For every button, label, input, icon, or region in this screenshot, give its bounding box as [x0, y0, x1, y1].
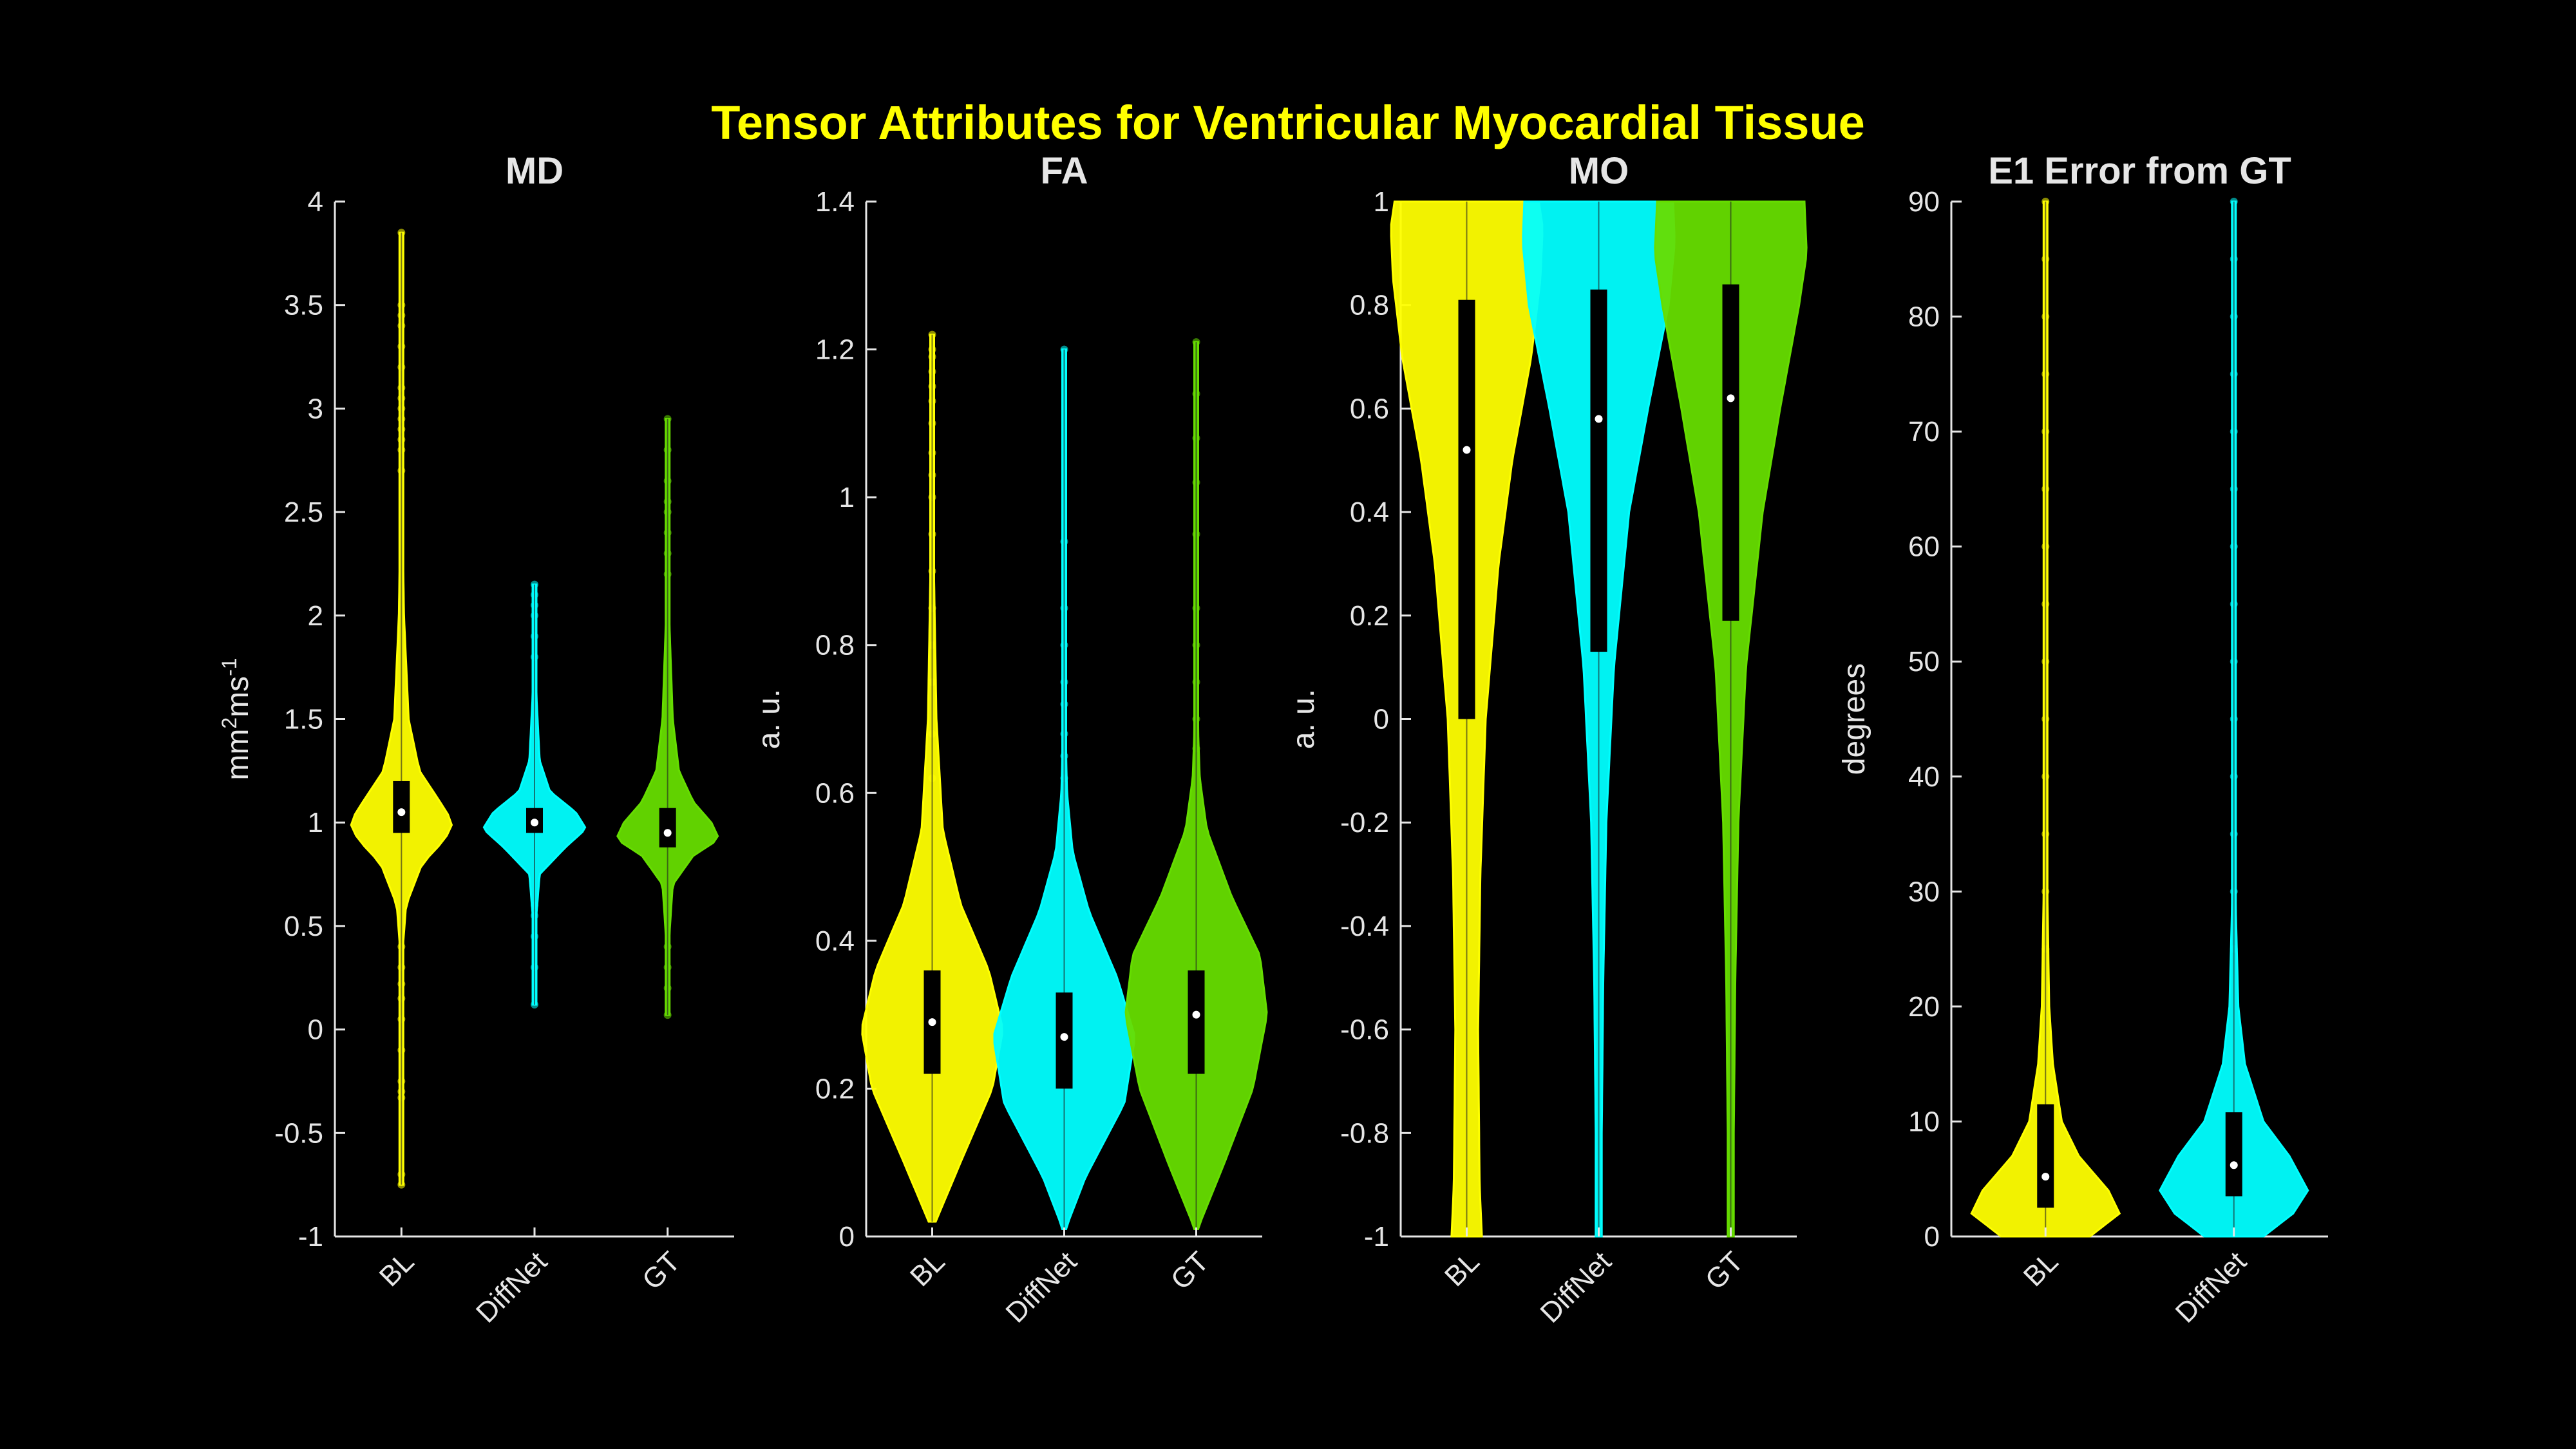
y-tick-label: 0 [308, 1014, 323, 1046]
y-tick-label: 0 [1374, 704, 1389, 735]
violin-bl [1970, 198, 2121, 1238]
y-tick-label: 1 [1374, 186, 1389, 218]
figure-title: Tensor Attributes for Ventricular Myocar… [711, 96, 1865, 149]
violin-diffnet [482, 580, 587, 1009]
y-axis-label-part: 2 [218, 717, 241, 729]
y-tick-label: 60 [1908, 531, 1940, 563]
median-dot [2041, 1173, 2050, 1181]
y-tick-label: 1.5 [284, 704, 323, 735]
y-tick-label: 1.4 [815, 186, 855, 218]
y-tick-label: 3 [308, 393, 323, 424]
y-axis-label: a. u. [752, 689, 786, 749]
violin-diffnet [993, 345, 1135, 1230]
y-tick-label: 0.4 [815, 925, 855, 957]
iqr-box [1722, 284, 1739, 621]
y-axis-label-part: -1 [218, 658, 241, 676]
y-tick-label: 3.5 [284, 290, 323, 321]
violin-bl [1390, 200, 1544, 1238]
y-tick-label: 50 [1908, 646, 1940, 677]
y-tick-label: 80 [1908, 301, 1940, 333]
y-tick-label: 2 [308, 600, 323, 632]
y-tick-label: 1 [839, 482, 855, 513]
y-tick-label: 20 [1908, 991, 1940, 1023]
y-tick-label: 1.2 [815, 334, 855, 366]
y-tick-label: 2.5 [284, 497, 323, 528]
panel-e1-error-from-gt: 0 10 20 30 40 50 60 70 80 90 E1 Error from GT degre… [1837, 150, 2328, 1329]
y-tick-label: 90 [1908, 186, 1940, 218]
y-tick-label: 0.2 [815, 1073, 855, 1104]
y-tick-label: 0 [839, 1221, 855, 1253]
y-tick-label: 0.5 [284, 911, 323, 942]
y-tick-label: 4 [308, 186, 323, 218]
panel-title: FA [1040, 150, 1088, 192]
median-dot [397, 808, 406, 817]
panel-title: E1 Error from GT [1988, 150, 2291, 192]
y-tick-label: 70 [1908, 416, 1940, 448]
y-tick-label: 0.6 [815, 777, 855, 809]
y-tick-label: 30 [1908, 876, 1940, 907]
violin-diffnet [2159, 198, 2309, 1238]
y-tick-label: 0.8 [815, 630, 855, 661]
y-tick-label: 0.8 [1350, 290, 1389, 321]
y-tick-label: -0.5 [274, 1117, 323, 1149]
panel-title: MO [1569, 150, 1629, 192]
median-dot [2230, 1161, 2238, 1170]
median-dot [531, 819, 538, 827]
violin-gt [1124, 338, 1268, 1230]
iqr-box [2037, 1104, 2054, 1208]
iqr-box [1188, 970, 1205, 1074]
iqr-box [1590, 289, 1607, 652]
median-dot [1463, 446, 1471, 454]
panel-title: MD [506, 150, 564, 192]
y-tick-label: 10 [1908, 1106, 1940, 1137]
y-tick-label: -0.2 [1340, 807, 1389, 838]
y-axis-label-part: mm [221, 729, 255, 781]
y-tick-label: 0.6 [1350, 393, 1389, 424]
iqr-box [1458, 299, 1475, 719]
y-axis-label: a. u. [1287, 689, 1321, 749]
y-tick-label: -0.6 [1340, 1014, 1389, 1046]
median-dot [1595, 415, 1603, 423]
iqr-box [393, 781, 410, 833]
violin-bl [350, 229, 453, 1189]
iqr-box [659, 808, 676, 848]
violin-bl [861, 330, 1003, 1223]
y-axis-label-part: ms [221, 676, 255, 717]
y-tick-label: -1 [298, 1221, 323, 1253]
median-dot [1192, 1010, 1200, 1019]
y-tick-label: 0 [1924, 1221, 1940, 1253]
violin-gt [1654, 200, 1808, 1238]
y-tick-label: -1 [1364, 1221, 1389, 1253]
median-dot [1727, 394, 1735, 402]
median-dot [1060, 1033, 1068, 1041]
y-tick-label: 40 [1908, 761, 1940, 793]
y-tick-label: 1 [308, 807, 323, 838]
y-tick-label: 0.2 [1350, 600, 1389, 632]
iqr-box [2225, 1112, 2242, 1197]
y-tick-label: -0.8 [1340, 1117, 1389, 1149]
median-dot [928, 1018, 936, 1027]
violin-gt [616, 415, 719, 1019]
y-tick-label: 0.4 [1350, 497, 1389, 528]
violin-diffnet [1522, 200, 1676, 1238]
y-axis-label: mm2ms-1 [218, 658, 255, 780]
y-tick-label: -0.4 [1340, 911, 1389, 942]
median-dot [663, 829, 672, 837]
y-axis-label: degrees [1837, 663, 1871, 775]
